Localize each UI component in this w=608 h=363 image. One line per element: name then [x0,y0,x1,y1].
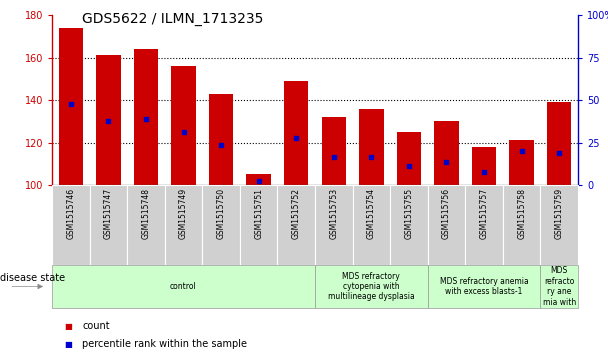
FancyBboxPatch shape [315,265,427,308]
Text: ■: ■ [64,340,72,349]
FancyBboxPatch shape [277,185,315,265]
Bar [396,132,421,185]
Bar [171,66,196,185]
Text: percentile rank within the sample: percentile rank within the sample [83,339,247,349]
Bar [96,56,120,185]
FancyBboxPatch shape [353,185,390,265]
Text: MDS refractory anemia
with excess blasts-1: MDS refractory anemia with excess blasts… [440,277,528,296]
FancyBboxPatch shape [427,265,541,308]
Text: GSM1515748: GSM1515748 [142,188,150,239]
Bar [359,109,384,185]
Text: GSM1515757: GSM1515757 [480,188,489,239]
Bar [547,102,572,185]
Text: disease state: disease state [0,273,65,283]
Bar [209,94,233,185]
Text: GDS5622 / ILMN_1713235: GDS5622 / ILMN_1713235 [83,12,264,26]
Bar [134,49,158,185]
FancyBboxPatch shape [165,185,202,265]
FancyBboxPatch shape [89,185,127,265]
FancyBboxPatch shape [202,185,240,265]
FancyBboxPatch shape [427,185,465,265]
Bar [284,81,308,185]
Bar [434,121,458,185]
Text: GSM1515753: GSM1515753 [330,188,338,239]
Text: GSM1515749: GSM1515749 [179,188,188,239]
Text: control: control [170,282,197,291]
FancyBboxPatch shape [390,185,427,265]
FancyBboxPatch shape [541,265,578,308]
FancyBboxPatch shape [52,265,315,308]
Text: GSM1515754: GSM1515754 [367,188,376,239]
Text: count: count [83,321,110,331]
Bar [472,147,496,185]
Bar [510,140,534,185]
Text: GSM1515755: GSM1515755 [404,188,413,239]
Text: GSM1515746: GSM1515746 [66,188,75,239]
Bar [246,174,271,185]
Text: GSM1515751: GSM1515751 [254,188,263,239]
Text: GSM1515747: GSM1515747 [104,188,113,239]
Text: GSM1515750: GSM1515750 [216,188,226,239]
Text: MDS refractory
cytopenia with
multilineage dysplasia: MDS refractory cytopenia with multilinea… [328,272,415,301]
Text: MDS
refracto
ry ane
mia with: MDS refracto ry ane mia with [542,266,576,307]
FancyBboxPatch shape [465,185,503,265]
Text: GSM1515752: GSM1515752 [292,188,301,239]
Text: GSM1515759: GSM1515759 [554,188,564,239]
FancyBboxPatch shape [503,185,541,265]
Text: GSM1515756: GSM1515756 [442,188,451,239]
FancyBboxPatch shape [315,185,353,265]
FancyBboxPatch shape [127,185,165,265]
Text: GSM1515758: GSM1515758 [517,188,526,239]
FancyBboxPatch shape [240,185,277,265]
Text: ■: ■ [64,322,72,331]
FancyBboxPatch shape [52,185,89,265]
FancyBboxPatch shape [541,185,578,265]
Bar [58,28,83,185]
Bar [322,117,346,185]
